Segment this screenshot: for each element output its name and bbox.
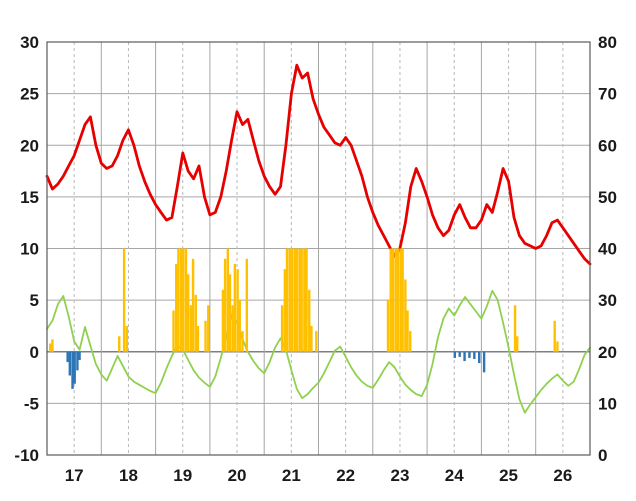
left-tick-label: 25 <box>20 85 39 104</box>
x-tick-label: 20 <box>228 466 247 485</box>
x-tick-label: 22 <box>336 466 355 485</box>
right-axis-ticks: 80 70 60 50 40 30 20 10 0 <box>598 33 617 465</box>
right-tick-label: 40 <box>598 240 617 259</box>
left-tick-label: 10 <box>20 240 39 259</box>
x-tick-label: 26 <box>553 466 572 485</box>
x-tick-label: 25 <box>499 466 518 485</box>
plot-border <box>46 41 591 456</box>
red-line <box>45 63 592 266</box>
left-axis-ticks: 30 25 20 15 10 5 0 -5 -10 <box>14 33 39 465</box>
left-tick-label: -5 <box>24 394 39 413</box>
right-tick-label: 70 <box>598 85 617 104</box>
left-tick-label: 5 <box>30 291 39 310</box>
x-tick-label: 19 <box>173 466 192 485</box>
left-tick-label: 15 <box>20 188 39 207</box>
right-tick-label: 60 <box>598 136 617 155</box>
right-tick-label: 20 <box>598 343 617 362</box>
left-tick-label: 20 <box>20 136 39 155</box>
blue-bars <box>66 351 486 389</box>
x-tick-label: 23 <box>390 466 409 485</box>
left-tick-label: 0 <box>30 343 39 362</box>
right-tick-label: 80 <box>598 33 617 52</box>
right-tick-label: 10 <box>598 394 617 413</box>
green-line <box>46 289 591 414</box>
left-tick-label: 30 <box>20 33 39 52</box>
right-tick-label: 0 <box>598 446 607 465</box>
right-tick-label: 30 <box>598 291 617 310</box>
x-tick-label: 18 <box>119 466 138 485</box>
x-axis-ticks: 17 18 19 20 21 22 23 24 25 26 <box>65 466 573 485</box>
left-tick-label: -10 <box>14 446 39 465</box>
x-tick-label: 17 <box>65 466 84 485</box>
x-tick-label: 24 <box>445 466 464 485</box>
x-tick-label: 21 <box>282 466 301 485</box>
right-tick-label: 50 <box>598 188 617 207</box>
orange-bars <box>49 248 559 352</box>
